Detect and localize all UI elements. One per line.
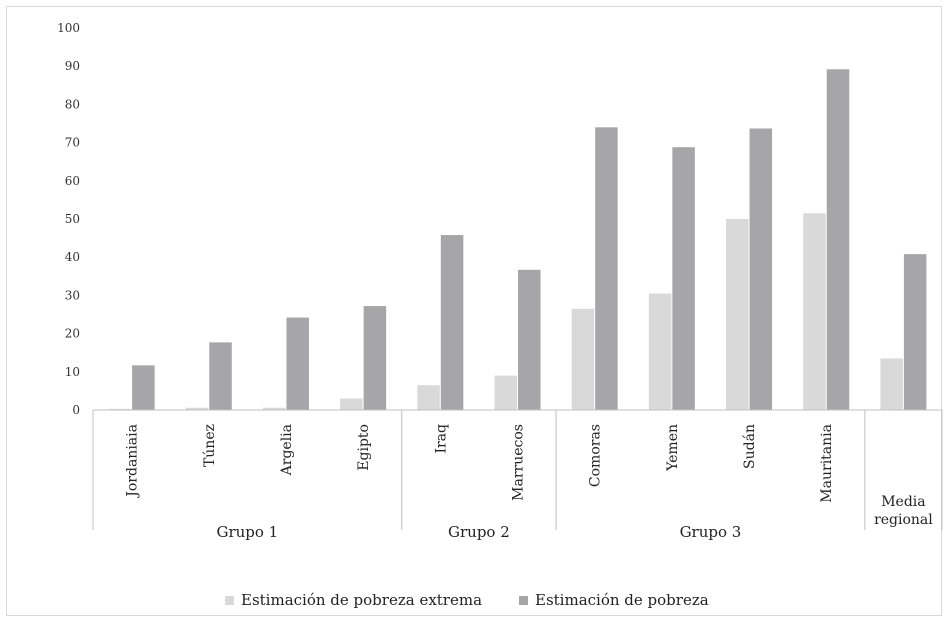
y-axis: 0 10 20 30 40 50 60 70 80 90 100 [57, 21, 80, 417]
y-tick-label: 50 [65, 212, 80, 226]
bar-extreme-poverty [571, 308, 595, 410]
chart-frame [6, 6, 942, 616]
legend-label: Estimación de pobreza [535, 591, 709, 609]
legend-label: Estimación de pobreza extrema [241, 591, 482, 609]
legend-swatch [225, 596, 234, 605]
bar-poverty [209, 342, 232, 410]
category-label: Yemen [665, 424, 681, 472]
bar-poverty [826, 69, 850, 411]
bar-extreme-poverty [494, 375, 517, 410]
legend: Estimación de pobreza extrema Estimación … [225, 591, 709, 609]
y-tick-label: 0 [72, 403, 80, 417]
category-label: Comoras [588, 424, 604, 487]
bar-extreme-poverty [108, 408, 132, 410]
bar-poverty [749, 128, 773, 410]
category-label: Media [881, 494, 925, 510]
y-tick-label: 10 [65, 365, 80, 379]
legend-swatch [519, 596, 528, 605]
y-tick-label: 60 [65, 174, 80, 188]
bars [108, 69, 927, 411]
bar-poverty [903, 254, 927, 410]
group-label: Grupo 1 [216, 523, 278, 541]
bar-extreme-poverty [803, 213, 826, 410]
bar-poverty [440, 235, 464, 410]
group-labels: Grupo 1 Grupo 2 Grupo 3 [216, 523, 741, 541]
category-label: Jordaniaia [125, 424, 141, 499]
bar-extreme-poverty [648, 293, 672, 410]
group-label: Grupo 2 [448, 523, 510, 541]
bar-extreme-poverty [417, 385, 440, 410]
y-tick-label: 90 [65, 59, 80, 73]
category-label: regional [874, 512, 933, 528]
category-label: Marruecos [511, 424, 527, 501]
category-label: Túnez [202, 424, 218, 467]
bar-poverty [518, 269, 541, 410]
y-tick-label: 20 [65, 327, 80, 341]
x-axis [92, 409, 943, 530]
bar-extreme-poverty [185, 407, 209, 410]
category-label: Sudán [742, 424, 758, 469]
category-labels: Jordaniaia Túnez Argelia Egipto Iraq Marrueco… [125, 424, 934, 528]
y-tick-label: 70 [65, 136, 80, 150]
bar-extreme-poverty [726, 219, 749, 410]
y-tick-label: 30 [65, 288, 80, 302]
bar-poverty [595, 127, 618, 410]
category-label: Argelia [279, 424, 295, 476]
category-label: Iraq [433, 424, 449, 454]
bar-extreme-poverty [880, 358, 903, 410]
y-tick-label: 100 [57, 21, 80, 35]
bar-extreme-poverty [340, 398, 363, 410]
y-tick-label: 80 [65, 97, 80, 111]
bar-poverty [363, 306, 387, 410]
y-tick-label: 40 [65, 250, 80, 264]
category-label: Mauritania [819, 424, 835, 503]
category-label: Egipto [356, 424, 372, 471]
bar-poverty [286, 317, 309, 410]
bar-poverty [672, 147, 695, 410]
bar-extreme-poverty [262, 407, 286, 410]
bar-poverty [132, 365, 155, 410]
group-label: Grupo 3 [680, 523, 742, 541]
